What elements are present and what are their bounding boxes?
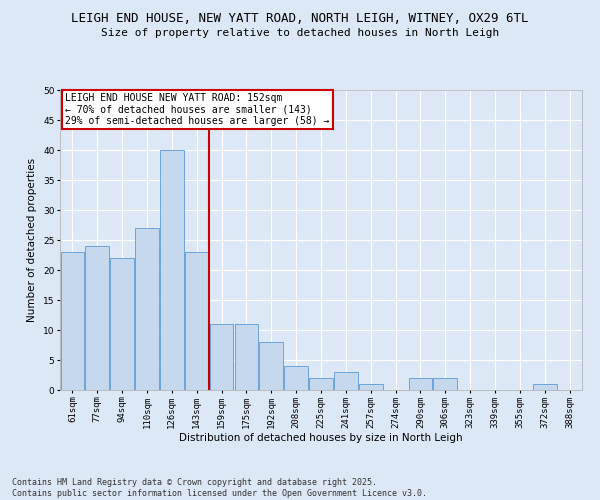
Text: LEIGH END HOUSE, NEW YATT ROAD, NORTH LEIGH, WITNEY, OX29 6TL: LEIGH END HOUSE, NEW YATT ROAD, NORTH LE… — [71, 12, 529, 26]
Bar — [61, 252, 84, 390]
Bar — [533, 384, 557, 390]
Bar — [210, 324, 233, 390]
Y-axis label: Number of detached properties: Number of detached properties — [28, 158, 37, 322]
Text: Contains HM Land Registry data © Crown copyright and database right 2025.
Contai: Contains HM Land Registry data © Crown c… — [12, 478, 427, 498]
Text: Size of property relative to detached houses in North Leigh: Size of property relative to detached ho… — [101, 28, 499, 38]
Bar — [259, 342, 283, 390]
Bar — [309, 378, 333, 390]
Bar — [185, 252, 209, 390]
Bar — [85, 246, 109, 390]
Bar — [334, 372, 358, 390]
Bar — [284, 366, 308, 390]
Bar — [235, 324, 258, 390]
Bar — [135, 228, 159, 390]
Bar — [110, 258, 134, 390]
Text: LEIGH END HOUSE NEW YATT ROAD: 152sqm
← 70% of detached houses are smaller (143): LEIGH END HOUSE NEW YATT ROAD: 152sqm ← … — [65, 93, 329, 126]
Bar — [409, 378, 432, 390]
Bar — [359, 384, 383, 390]
Bar — [160, 150, 184, 390]
Bar — [433, 378, 457, 390]
X-axis label: Distribution of detached houses by size in North Leigh: Distribution of detached houses by size … — [179, 434, 463, 444]
